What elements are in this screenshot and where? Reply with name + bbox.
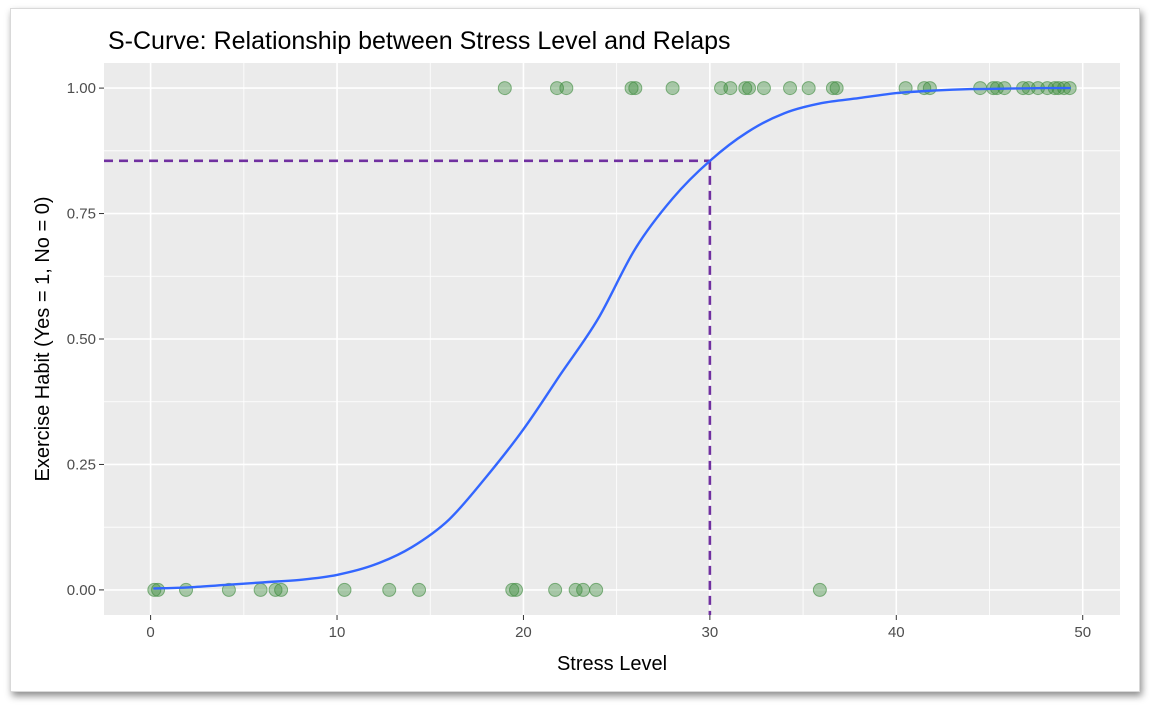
- fitted-logistic-curve: [153, 86, 1071, 590]
- fitted-curve-layer: [153, 86, 1071, 590]
- data-point: [628, 81, 643, 96]
- data-point: [508, 582, 523, 597]
- data-point: [756, 81, 771, 96]
- data-point: [576, 582, 591, 597]
- chart-title: S-Curve: Relationship between Stress Lev…: [108, 27, 731, 55]
- data-point: [151, 582, 166, 597]
- x-tick-label: 30: [702, 624, 719, 641]
- data-point: [337, 582, 352, 597]
- data-point: [147, 582, 162, 597]
- data-point: [624, 81, 639, 96]
- x-axis-title: Stress Level: [557, 653, 667, 675]
- data-point: [738, 81, 753, 96]
- y-tick-label: 0.25: [67, 456, 96, 473]
- y-tick-label: 0.75: [67, 206, 96, 223]
- data-point: [723, 81, 738, 96]
- y-tick-label: 0.50: [67, 331, 96, 348]
- x-tick-label: 40: [888, 624, 905, 641]
- data-point: [382, 582, 397, 597]
- data-point: [812, 582, 827, 597]
- data-point: [922, 81, 937, 96]
- data-point: [589, 582, 604, 597]
- data-point: [568, 582, 583, 597]
- axis-ticks: 0 10 20 30 40 50 0.00 0.25 0.50 0.75 1.00: [67, 80, 1091, 641]
- data-point: [412, 582, 427, 597]
- reference-lines: [104, 159, 712, 615]
- x-tick-label: 20: [515, 624, 532, 641]
- data-point: [221, 582, 236, 597]
- data-point: [559, 81, 574, 96]
- data-point: [829, 81, 844, 96]
- data-point: [825, 81, 840, 96]
- data-point: [665, 81, 680, 96]
- data-point: [274, 582, 289, 597]
- y-tick-label: 0.00: [67, 582, 96, 599]
- data-point: [783, 81, 798, 96]
- x-tick-label: 50: [1074, 624, 1091, 641]
- data-point: [179, 582, 194, 597]
- data-point: [548, 582, 563, 597]
- data-point: [505, 582, 520, 597]
- data-point: [253, 582, 268, 597]
- x-tick-label: 0: [146, 624, 154, 641]
- data-point: [268, 582, 283, 597]
- x-tick-label: 10: [329, 624, 346, 641]
- y-axis-title: Exercise Habit (Yes = 1, No = 0): [32, 197, 54, 482]
- data-point: [801, 81, 816, 96]
- y-tick-label: 1.00: [67, 80, 96, 97]
- data-point: [742, 81, 757, 96]
- data-point: [497, 81, 512, 96]
- data-points: [147, 81, 1077, 597]
- grid-lines: [104, 63, 1120, 615]
